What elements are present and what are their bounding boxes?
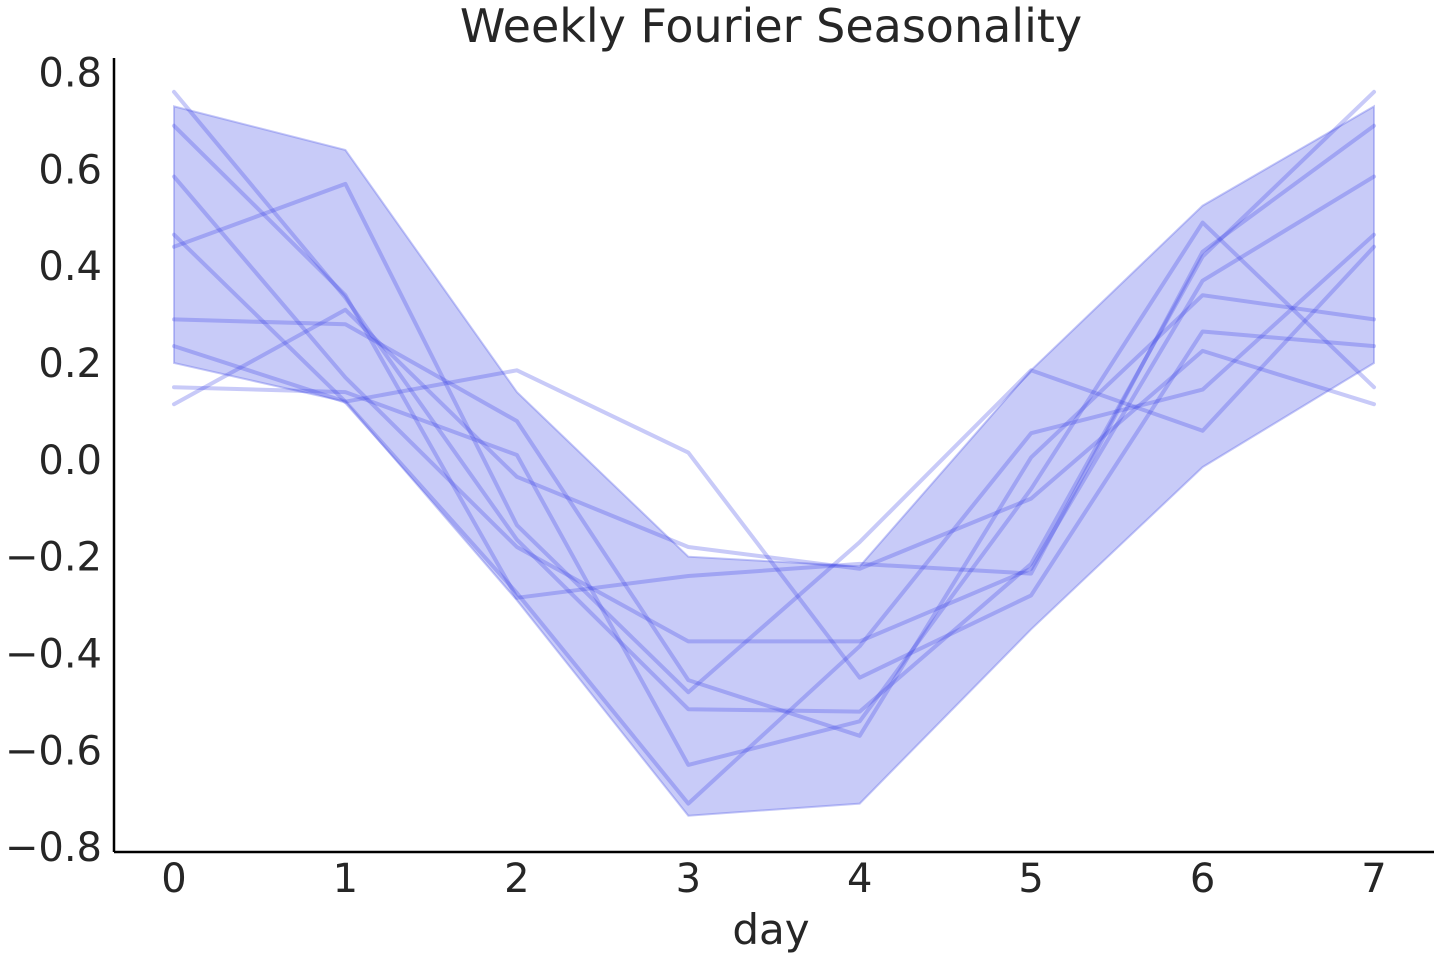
series-line-5 [172,181,1376,695]
x-tick-labels: 0 1 2 3 4 5 6 7 [161,856,1386,902]
x-tick-label-4: 4 [847,856,872,902]
y-tick-label: −0.6 [5,728,102,774]
series-line-1 [172,89,1376,714]
uncertainty-band [173,104,1375,817]
y-tick-label: 0.8 [38,51,102,97]
plot-area [172,89,1376,817]
x-tick-label-6: 6 [1190,856,1215,902]
x-tick-label-2: 2 [504,856,529,902]
series-line-3 [172,174,1376,644]
y-tick-labels: 0.8 0.6 0.4 0.2 0.0 −0.2 −0.4 −0.6 −0.8 [5,51,102,872]
x-axis-label: day [732,905,809,954]
series-line-9 [172,307,1376,571]
x-tick-label-3: 3 [676,856,701,902]
y-tick-label: 0.2 [38,341,102,387]
y-tick-label: −0.8 [5,825,102,871]
series-line-4 [172,232,1376,806]
x-tick-label-7: 7 [1361,856,1386,902]
y-tick-label: 0.4 [38,244,102,290]
x-tick-label-1: 1 [333,856,358,902]
x-tick-label-5: 5 [1018,856,1043,902]
y-tick-label: −0.4 [5,632,102,678]
series-line-6 [172,293,1376,738]
y-tick-label: 0.0 [38,438,102,484]
series-line-2 [172,123,1376,600]
series-line-8 [172,220,1376,767]
chart-title: Weekly Fourier Seasonality [460,0,1082,53]
y-tick-label: 0.6 [38,147,102,193]
y-tick-label: −0.2 [5,535,102,581]
x-tick-label-0: 0 [161,856,186,902]
series-line-7 [172,329,1376,680]
